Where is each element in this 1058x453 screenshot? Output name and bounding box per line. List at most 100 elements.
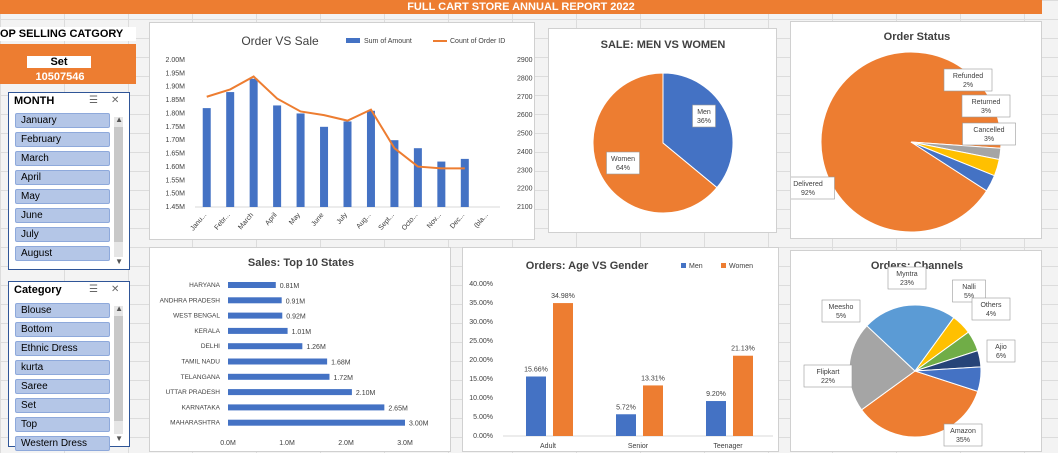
multi-select-icon[interactable]: ☰ [89, 95, 98, 106]
bar-amount [390, 140, 399, 207]
data-label: 1.26M [306, 344, 326, 351]
line-orders [206, 75, 465, 170]
bar-state [228, 327, 288, 334]
pie-slice [662, 72, 734, 189]
y2-tick-label: 2900 [517, 57, 533, 64]
y-tick-label: 25.00% [469, 338, 493, 345]
slicer-item[interactable]: Blouse [15, 303, 110, 318]
data-label: 36% [697, 118, 711, 125]
chart-title: Order VS Sale [241, 34, 319, 48]
data-label: 9.20% [706, 391, 726, 398]
y-tick-label: HARYANA [189, 282, 220, 289]
month-scrollbar[interactable] [114, 117, 123, 257]
category-slicer[interactable]: Category ☰ ✕ ▲ ▼ Blouse Bottom Ethnic Dres… [8, 281, 130, 451]
age-gender-chart: Orders: Age VS Gender Men Women 0.00% 5.00% 1… [462, 247, 779, 452]
pie-slice [592, 72, 718, 214]
y-tick-label: KARNATAKA [182, 404, 221, 411]
data-label-box [692, 104, 716, 128]
bar-state [228, 389, 352, 396]
top-selling-card: Set 10507546 [0, 44, 136, 84]
bar-age-gender [526, 376, 546, 436]
bar-state [228, 343, 303, 350]
top-selling-label: Set [27, 56, 91, 68]
slicer-item[interactable]: May [15, 189, 110, 204]
data-label: 3% [981, 108, 991, 115]
top-states-chart: Sales: Top 10 States HARYANA 0.81M ANDHRA P… [149, 247, 451, 452]
bar-age-gender [733, 355, 753, 436]
bar-state [228, 312, 283, 319]
y-tick-label: TELANGANA [181, 374, 221, 381]
legend-swatch-women [721, 263, 726, 268]
slicer-item[interactable]: Saree [15, 379, 110, 394]
bar-amount [202, 108, 211, 207]
y-tick-label: 1.90M [166, 84, 186, 91]
slicer-item[interactable]: January [15, 113, 110, 128]
y-tick-label: 15.00% [469, 376, 493, 383]
slicer-item[interactable]: Western Dress [15, 436, 110, 451]
x-tick-label: 2.0M [338, 440, 354, 447]
x-tick-label: Teenager [713, 443, 743, 450]
data-label: 0.81M [280, 283, 300, 290]
multi-select-icon[interactable]: ☰ [89, 284, 98, 295]
legend-label-amount: Sum of Amount [364, 38, 412, 45]
bar-amount [343, 121, 352, 207]
x-tick-label: Aug... [355, 212, 372, 231]
slicer-item[interactable]: July [15, 227, 110, 242]
data-label: Delivered [793, 181, 823, 188]
slicer-item[interactable]: Top [15, 417, 110, 432]
scroll-down-icon[interactable]: ▼ [115, 257, 123, 266]
clear-filter-icon[interactable]: ✕ [111, 284, 120, 295]
y-tick-label: 1.80M [166, 110, 186, 117]
data-label: 35% [956, 437, 970, 444]
slicer-item[interactable]: Bottom [15, 322, 110, 337]
scroll-down-icon[interactable]: ▼ [115, 434, 123, 443]
x-tick-label: Dec... [449, 212, 466, 231]
category-scrollbar[interactable] [114, 306, 123, 434]
sale-men-women-chart: SALE: MEN VS WOMEN Men 36% Women 64% [548, 28, 777, 233]
data-label: Refunded [953, 73, 983, 80]
data-label-box [971, 297, 1011, 321]
bar-age-gender [553, 303, 573, 436]
y-tick-label: 5.00% [473, 414, 493, 421]
bar-amount [296, 113, 305, 207]
slicer-item[interactable]: kurta [15, 360, 110, 375]
data-label: Nalli [962, 284, 976, 291]
y-tick-label: 10.00% [469, 395, 493, 402]
month-slicer[interactable]: MONTH ☰ ✕ ▲ ▼ January February March April M… [8, 92, 130, 270]
data-label: 64% [616, 165, 630, 172]
slicer-item[interactable]: March [15, 151, 110, 166]
slicer-item[interactable]: April [15, 170, 110, 185]
legend-label-men: Men [689, 263, 703, 270]
slicer-item[interactable]: August [15, 246, 110, 261]
data-label: Amazon [950, 428, 976, 435]
slicer-item[interactable]: Ethnic Dress [15, 341, 110, 356]
data-label: Others [980, 302, 1002, 309]
channels-chart: Orders: Channels Amazon 35% Flipkart 22% Mynt… [790, 250, 1042, 452]
data-label: 15.66% [524, 366, 548, 373]
pie-slice [860, 370, 979, 438]
y-tick-label: ANDHRA PRADESH [160, 297, 221, 304]
data-label: 23% [900, 280, 914, 287]
y-tick-label: 1.50M [166, 191, 186, 198]
x-tick-label: Sept... [378, 212, 396, 232]
legend-swatch-men [681, 263, 686, 268]
y-tick-label: WEST BENGAL [173, 313, 220, 320]
data-label-box [986, 339, 1016, 363]
bar-amount [320, 126, 329, 207]
x-tick-label: 0.0M [220, 440, 236, 447]
scroll-up-icon[interactable]: ▲ [115, 115, 123, 124]
pie-slice [914, 366, 982, 393]
slicer-item[interactable]: February [15, 132, 110, 147]
data-label: 5% [836, 313, 846, 320]
scroll-up-icon[interactable]: ▲ [115, 304, 123, 313]
data-label: 0.92M [286, 314, 306, 321]
x-tick-label: March [237, 212, 255, 231]
slicer-item[interactable]: Set [15, 398, 110, 413]
data-label: Returned [972, 99, 1001, 106]
slicer-item[interactable]: June [15, 208, 110, 223]
clear-filter-icon[interactable]: ✕ [111, 95, 120, 106]
x-tick-label: July [336, 211, 350, 225]
data-label: 5.72% [616, 404, 636, 411]
bar-state [228, 419, 405, 426]
bar-state [228, 282, 276, 288]
